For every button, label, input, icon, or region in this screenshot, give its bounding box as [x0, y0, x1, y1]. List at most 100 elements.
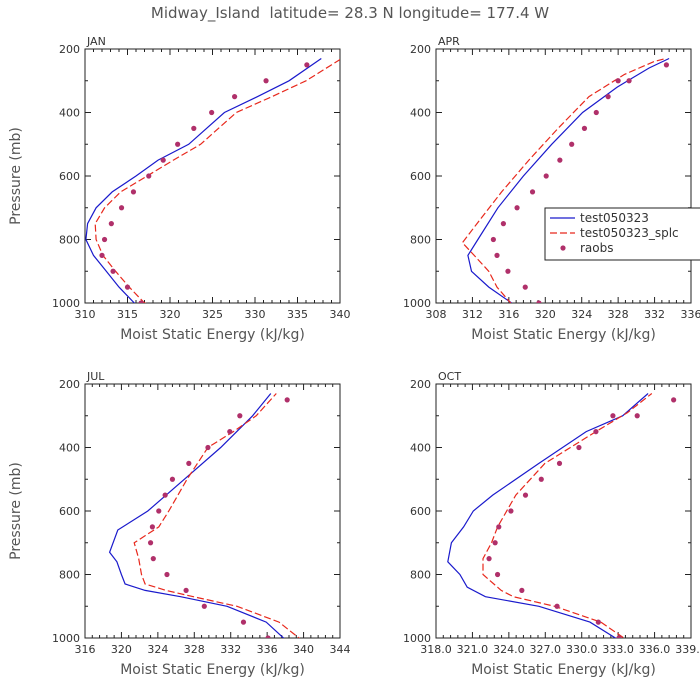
y-tick-label: 800	[59, 234, 80, 247]
panel-label: JUL	[86, 370, 105, 383]
raobs-point	[147, 540, 154, 546]
y-tick-label: 200	[410, 378, 431, 391]
raobs-point	[108, 221, 114, 227]
raobs-point	[522, 492, 529, 498]
raobs-point	[304, 62, 310, 68]
panel-apr: 308 312 316 320 324 328 332 336 200 400 600 800 1000…	[403, 35, 700, 343]
x-tick-label: 316	[498, 308, 519, 321]
raobs-point	[663, 62, 670, 68]
raobs-point	[569, 141, 575, 147]
x-tick-label: 312	[462, 308, 483, 321]
y-axis-label: Pressure (mb)	[8, 127, 24, 225]
raobs-point	[156, 508, 162, 514]
raobs-point	[284, 397, 290, 403]
y-tick-label: 800	[410, 234, 431, 247]
x-tick-label: 339.0	[675, 643, 700, 656]
x-tick-label: 328	[184, 643, 205, 656]
y-tick-label: 400	[59, 107, 80, 120]
raobs-point	[99, 252, 105, 258]
raobs-point	[237, 413, 243, 419]
raobs-point	[146, 173, 152, 179]
y-tick-label: 1000	[403, 297, 431, 310]
raobs-point	[183, 587, 189, 593]
series-group	[447, 393, 677, 638]
y-tick-label: 200	[59, 378, 80, 391]
raobs-point	[209, 109, 215, 116]
raobs-point	[671, 397, 677, 403]
raobs-point	[500, 221, 506, 227]
x-tick-label: 308	[426, 308, 447, 321]
panel-label: JAN	[86, 35, 106, 48]
raobs-point	[265, 635, 271, 638]
raobs-point	[496, 524, 502, 530]
series-group	[461, 57, 670, 303]
raobs-point	[191, 125, 197, 131]
x-tick-label: 336	[681, 308, 700, 321]
raobs-point	[593, 109, 599, 116]
y-tick-label: 600	[410, 505, 431, 518]
legend-label: raobs	[580, 241, 614, 255]
x-tick-label: 320	[535, 308, 556, 321]
y-tick-label: 800	[59, 569, 80, 582]
plot-frame	[435, 48, 692, 304]
raobs-point	[508, 508, 514, 514]
raobs-point	[554, 603, 560, 609]
raobs-point	[124, 284, 131, 290]
legend-label: test050323_splc	[580, 226, 679, 240]
series-line-solid	[85, 58, 322, 303]
x-tick-label: 318.0	[420, 643, 452, 656]
raobs-point	[186, 460, 192, 466]
x-tick-label: 315	[117, 308, 138, 321]
x-tick-label: 330.0	[566, 643, 598, 656]
panel-jan: 310 315 320 325 330 335 340 200 400 600 800 1000 JAN…	[8, 35, 351, 343]
raobs-point	[494, 252, 500, 258]
raobs-point	[556, 460, 563, 466]
x-tick-label: 332	[644, 308, 665, 321]
y-tick-label: 1000	[403, 632, 431, 645]
legend-swatch-raobs	[560, 245, 566, 251]
raobs-point	[557, 157, 563, 163]
raobs-point	[205, 444, 211, 451]
raobs-point	[201, 603, 207, 609]
raobs-point	[543, 173, 549, 179]
x-tick-label: 310	[75, 308, 96, 321]
plot-frame	[84, 383, 341, 639]
y-tick-label: 600	[59, 505, 80, 518]
raobs-point	[149, 524, 155, 530]
x-tick-label: 344	[330, 643, 351, 656]
panel-label: APR	[438, 35, 460, 48]
raobs-point	[118, 205, 125, 211]
raobs-point	[101, 236, 108, 243]
y-tick-label: 400	[410, 442, 431, 455]
y-tick-label: 1000	[52, 297, 80, 310]
y-tick-label: 600	[410, 170, 431, 183]
raobs-point	[138, 300, 144, 303]
raobs-point	[634, 413, 640, 419]
raobs-point	[490, 236, 496, 243]
raobs-point	[130, 189, 137, 195]
x-tick-label: 335	[287, 308, 308, 321]
raobs-point	[616, 635, 622, 638]
x-tick-label: 336.0	[639, 643, 671, 656]
raobs-point	[538, 476, 544, 482]
raobs-point	[514, 205, 520, 211]
y-tick-label: 400	[410, 107, 431, 120]
x-tick-label: 321.0	[457, 643, 489, 656]
x-tick-label: 333.0	[602, 643, 634, 656]
series-line-solid	[447, 393, 649, 638]
x-tick-label: 340	[293, 643, 314, 656]
raobs-point	[150, 556, 156, 562]
raobs-point	[110, 268, 116, 274]
raobs-point	[626, 78, 632, 84]
raobs-point	[593, 429, 599, 435]
raobs-point	[522, 284, 528, 290]
series-line-dashed	[461, 57, 666, 303]
x-tick-label: 328	[608, 308, 629, 321]
y-tick-label: 600	[59, 170, 80, 183]
x-axis-label: Moist Static Energy (kJ/kg)	[471, 327, 656, 343]
raobs-point	[519, 587, 525, 593]
raobs-point	[232, 94, 238, 100]
legend-box	[544, 207, 700, 261]
y-tick-label: 800	[410, 569, 431, 582]
raobs-point	[486, 556, 492, 562]
